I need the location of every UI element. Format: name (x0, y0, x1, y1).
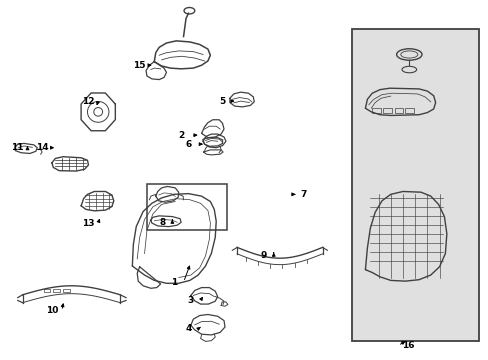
Text: 3: 3 (187, 296, 194, 305)
Text: 1: 1 (170, 278, 177, 287)
Bar (371, 108, 380, 113)
Text: 6: 6 (185, 140, 191, 149)
Text: 14: 14 (36, 143, 48, 152)
Bar (43, 289, 50, 292)
Text: 4: 4 (185, 324, 191, 333)
Text: 16: 16 (401, 341, 413, 350)
Bar (147, 184, 227, 230)
Text: 2: 2 (178, 131, 184, 140)
Text: 10: 10 (45, 306, 58, 315)
Bar (351, 30, 478, 341)
Text: 5: 5 (219, 96, 225, 105)
Bar (383, 108, 391, 113)
Bar (394, 108, 403, 113)
Text: 15: 15 (133, 61, 145, 70)
Text: 8: 8 (159, 218, 165, 227)
Text: 13: 13 (82, 219, 95, 228)
Text: 9: 9 (260, 251, 266, 260)
Bar (63, 289, 70, 292)
Text: 7: 7 (300, 190, 306, 199)
Bar (53, 289, 60, 292)
Text: 11: 11 (12, 143, 24, 152)
Bar (405, 108, 413, 113)
Text: 12: 12 (82, 96, 95, 105)
